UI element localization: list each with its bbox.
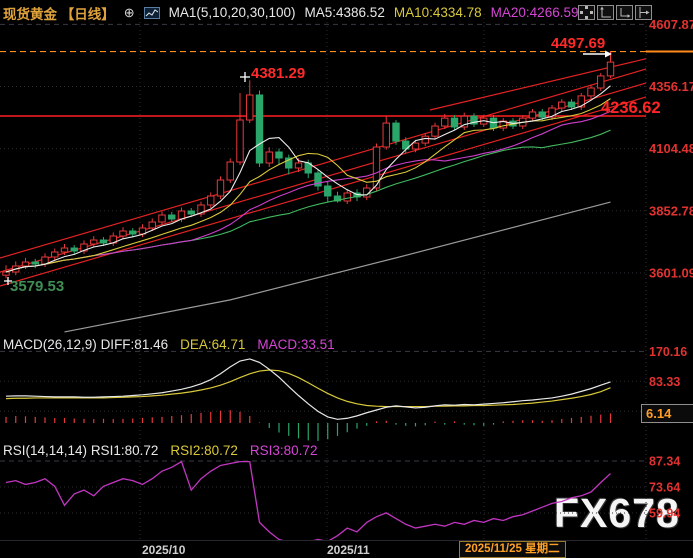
expand-icon[interactable]: ⊕: [123, 4, 135, 20]
pan-icon[interactable]: [578, 5, 595, 20]
time-label-oct: 2025/10: [142, 543, 186, 557]
svg-text:4381.29: 4381.29: [251, 65, 305, 82]
time-label-nov: 2025/11: [327, 543, 370, 557]
chart-type-icon[interactable]: [143, 6, 160, 19]
svg-text:83.33: 83.33: [649, 375, 680, 389]
chart-toolbar: [578, 5, 652, 20]
macd-title: MACD(26,12,9) DIFF:81.46: [3, 337, 169, 352]
svg-text:59.94: 59.94: [649, 507, 680, 521]
time-scale-icon[interactable]: [616, 5, 633, 20]
rsi-panel-header: RSI(14,14,14) RSI1:80.72 RSI2:80.72 RSI3…: [3, 443, 317, 458]
svg-text:4236.62: 4236.62: [601, 99, 661, 117]
svg-text:4607.87: 4607.87: [649, 17, 693, 32]
go-to-latest-icon[interactable]: [635, 5, 652, 20]
ma20-value: MA20:4266.59: [490, 5, 579, 20]
diff-value: DIFF:81.46: [100, 337, 169, 352]
svg-text:170.16: 170.16: [649, 345, 687, 359]
svg-text:87.34: 87.34: [649, 455, 680, 469]
symbol-title: 现货黄金 【日线】: [3, 3, 115, 23]
period-label: 【日线】: [60, 6, 115, 22]
rsi2-value: RSI2:80.72: [170, 443, 238, 458]
macd-panel-header: MACD(26,12,9) DIFF:81.46 DEA:64.71 MACD:…: [3, 337, 335, 352]
current-date-tag: 2025/11/25 星期二: [459, 541, 566, 558]
price-scale-icon[interactable]: [597, 5, 614, 20]
macd-axis-tag: 6.14: [641, 404, 693, 423]
svg-text:73.64: 73.64: [649, 481, 680, 495]
svg-text:3852.78: 3852.78: [649, 203, 693, 218]
rsi1-value: RSI1:80.72: [90, 443, 159, 458]
time-axis[interactable]: 2025/10 2025/11 2025/11/25 星期二: [0, 540, 693, 558]
macd-value: MACD:33.51: [257, 337, 335, 352]
svg-text:4356.17: 4356.17: [649, 79, 693, 94]
symbol-name: 现货黄金: [3, 6, 57, 22]
rsi-title: RSI(14,14,14) RSI1:80.72: [3, 443, 159, 458]
chart-header: 现货黄金 【日线】 ⊕ MA1(5,10,20,30,100) MA5:4386…: [0, 0, 693, 25]
rsi3-value: RSI3:80.72: [249, 443, 318, 458]
ma-settings-label[interactable]: MA1(5,10,20,30,100): [168, 5, 296, 20]
svg-text:4497.69: 4497.69: [551, 35, 605, 52]
dea-value: DEA:64.71: [180, 337, 246, 352]
svg-text:4104.48: 4104.48: [649, 141, 693, 156]
ma5-value: MA5:4386.52: [304, 5, 385, 20]
svg-text:3579.53: 3579.53: [10, 278, 64, 295]
ma10-value: MA10:4334.78: [393, 5, 482, 20]
svg-text:3601.09: 3601.09: [649, 265, 693, 280]
